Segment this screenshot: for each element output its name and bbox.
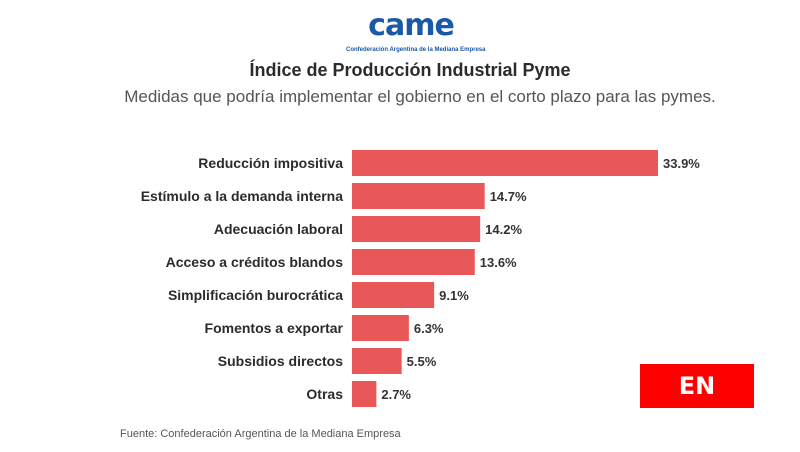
chart-subtitle: Medidas que podría implementar el gobier… (124, 87, 716, 106)
bar (352, 183, 485, 209)
bar (352, 315, 409, 341)
category-label: Simplificación burocrática (168, 287, 343, 303)
category-label: Acceso a créditos blandos (166, 254, 344, 270)
value-label: 33.9% (663, 156, 700, 171)
value-label: 2.7% (381, 387, 411, 402)
bar (352, 249, 475, 275)
category-label: Subsidios directos (218, 353, 343, 369)
came-logo: came Confederación Argentina de la Media… (346, 8, 485, 58)
bar (352, 216, 481, 242)
category-label: Reducción impositiva (198, 155, 343, 171)
value-label: 13.6% (480, 255, 517, 270)
bar (352, 348, 402, 374)
value-label: 14.2% (485, 222, 522, 237)
category-label: Adecuación laboral (214, 221, 343, 237)
bar (352, 381, 377, 407)
chart-title: Índice de Producción Industrial Pyme (249, 60, 571, 80)
category-label: Otras (306, 386, 343, 402)
source-note: Fuente: Confederación Argentina de la Me… (120, 428, 401, 440)
value-label: 14.7% (490, 189, 527, 204)
category-label: Fomentos a exportar (205, 320, 344, 336)
value-label: 6.3% (414, 321, 444, 336)
logo-wordmark: came (368, 8, 455, 43)
value-label: 9.1% (439, 288, 469, 303)
logo-tagline: Confederación Argentina de la Mediana Em… (346, 47, 486, 53)
en-orsai-badge: EN ORSAI (640, 364, 754, 444)
category-label: Estímulo a la demanda interna (141, 188, 343, 204)
value-label: 5.5% (407, 354, 437, 369)
bar (352, 150, 658, 176)
bar (352, 282, 435, 308)
